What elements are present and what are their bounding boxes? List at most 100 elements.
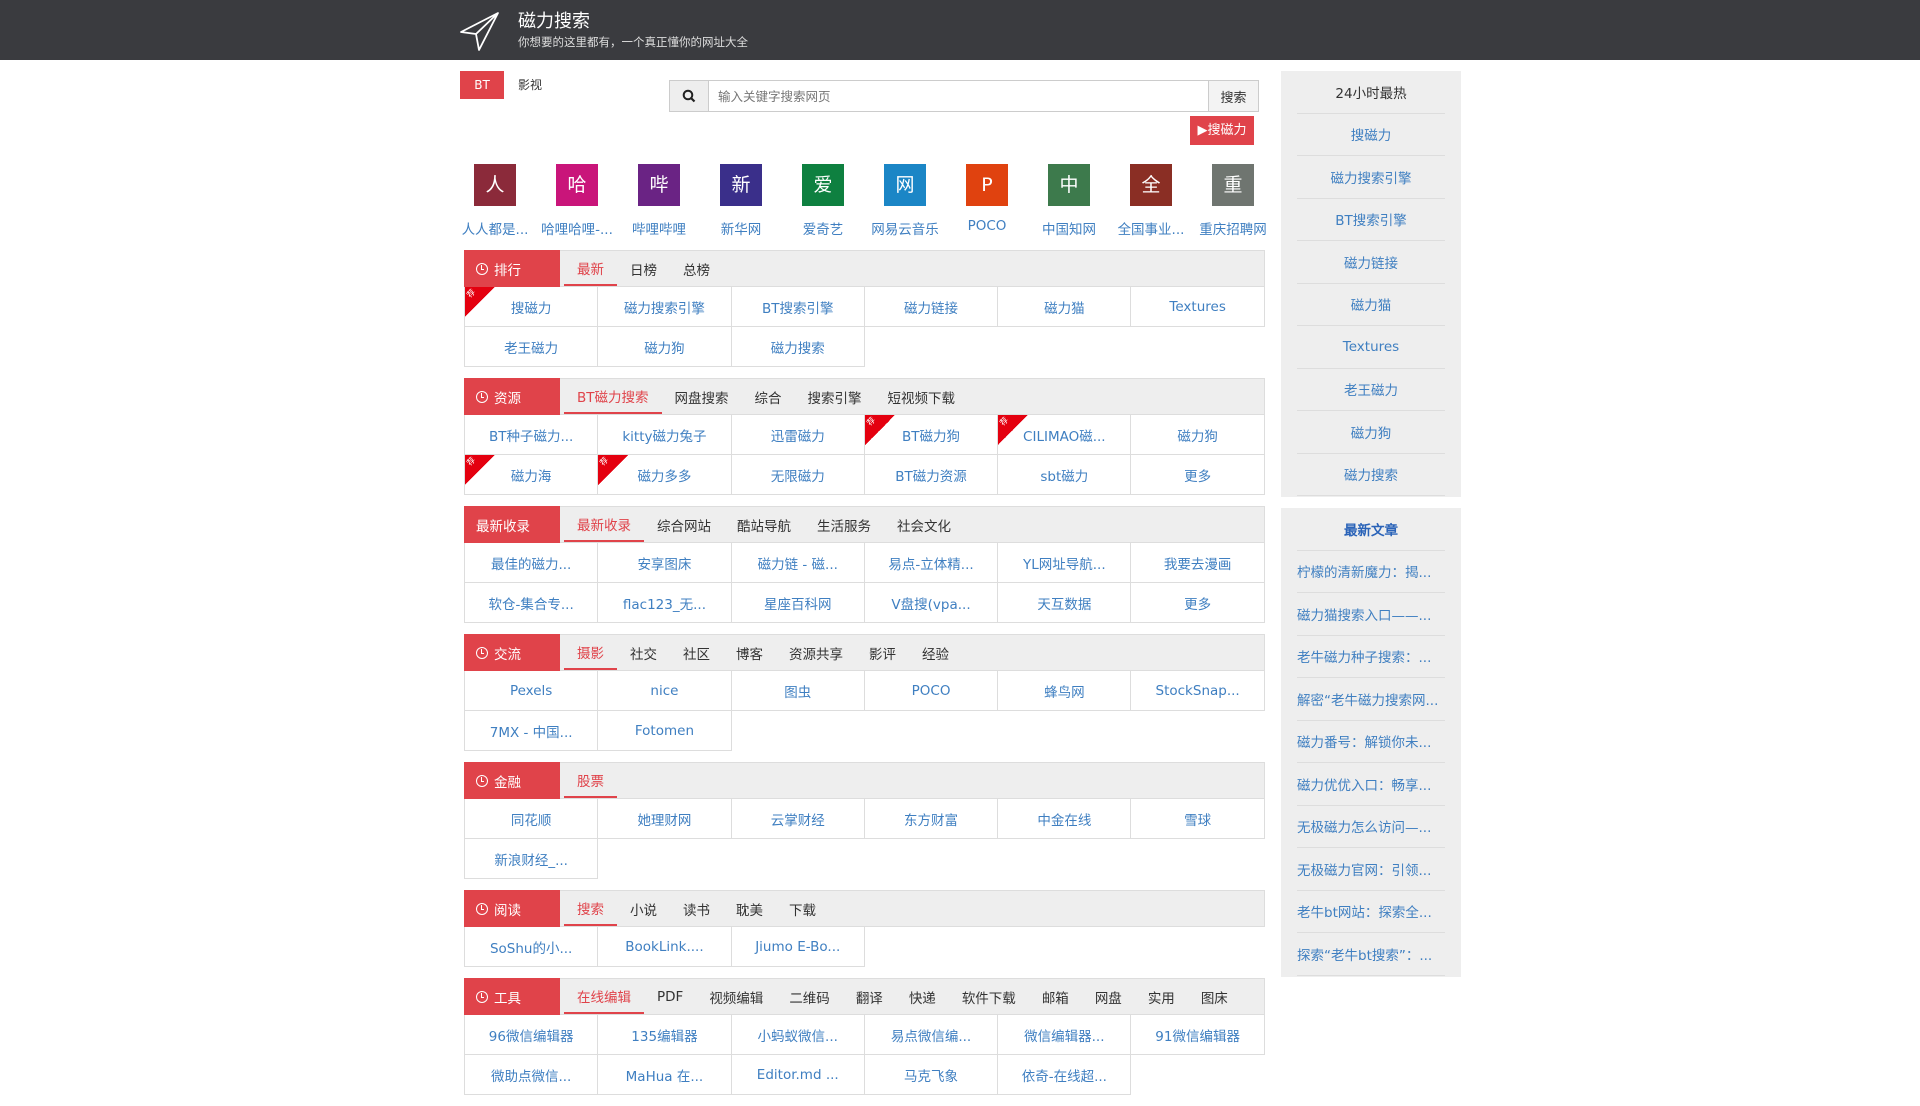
sidebar-link[interactable]: 磁力链接 (1297, 241, 1445, 284)
link-text[interactable]: 微助点微信... (490, 1068, 572, 1085)
quick-link-tile[interactable]: 网网易云音乐 (864, 164, 946, 238)
link-cell[interactable]: nice (598, 671, 732, 711)
link-cell[interactable]: BT磁力资源 (864, 455, 999, 495)
link-text[interactable]: kitty磁力兔子 (622, 428, 707, 445)
link-text[interactable]: 磁力链 - 磁... (757, 556, 838, 573)
quick-link-tile[interactable]: 哔哔哩哔哩 (618, 164, 700, 238)
sidebar-link[interactable]: 无极磁力怎么访问—... (1297, 806, 1445, 848)
link-cell[interactable]: BT搜索引擎 (731, 287, 865, 327)
tile-label[interactable]: 重庆招聘网 (1199, 222, 1267, 238)
section-tab[interactable]: 下载 (789, 902, 816, 919)
link-text[interactable]: BT种子磁力... (488, 428, 574, 445)
link-cell[interactable]: 荐磁力海 (465, 455, 599, 495)
site-title[interactable]: 磁力搜索 (518, 11, 590, 32)
link-cell[interactable]: 中金在线 (998, 799, 1132, 839)
link-cell[interactable]: 易点-立体精... (864, 543, 999, 583)
link-text[interactable]: 云掌财经 (770, 812, 825, 829)
link-text[interactable]: BookLink.... (625, 938, 704, 955)
link-cell[interactable]: 135编辑器 (598, 1015, 732, 1055)
section-tab[interactable]: 小说 (630, 902, 657, 919)
sidebar-link[interactable]: 磁力番号：解锁你未... (1297, 721, 1445, 763)
paper-plane-icon[interactable] (458, 10, 500, 52)
link-cell[interactable]: sbt磁力 (998, 455, 1132, 495)
link-cell[interactable]: 最佳的磁力... (465, 543, 599, 583)
link-text[interactable]: 最佳的磁力... (490, 556, 572, 573)
link-cell[interactable]: 微信编辑器... (998, 1015, 1132, 1055)
link-cell[interactable]: 磁力链接 (864, 287, 999, 327)
link-text[interactable]: 小蚂蚁微信... (757, 1028, 838, 1045)
section-tab[interactable]: 实用 (1147, 990, 1175, 1007)
sidebar-link[interactable]: 探索“老牛bt搜索”：... (1297, 933, 1445, 976)
link-text[interactable]: 磁力搜索 (770, 340, 825, 357)
link-text[interactable]: 她理财网 (637, 812, 692, 829)
section-tab[interactable]: 快递 (908, 990, 936, 1007)
link-cell[interactable]: 更多 (1131, 583, 1265, 623)
link-text[interactable]: BT磁力狗 (902, 428, 961, 445)
link-text[interactable]: BT磁力资源 (895, 468, 967, 485)
link-cell[interactable]: 磁力搜索 (731, 327, 865, 367)
link-cell[interactable]: Editor.md ... (731, 1055, 865, 1095)
section-tab[interactable]: 社区 (683, 646, 710, 663)
section-tab[interactable]: 摄影 (564, 635, 617, 670)
sidebar-link[interactable]: Textures (1297, 326, 1445, 369)
sidebar-link[interactable]: 无极磁力官网：引领... (1297, 848, 1445, 891)
link-text[interactable]: 同花顺 (510, 812, 552, 829)
sidebar-link[interactable]: BT搜索引擎 (1297, 199, 1445, 241)
link-cell[interactable]: 依奇-在线超... (998, 1055, 1132, 1095)
link-cell[interactable]: 微助点微信... (465, 1055, 599, 1095)
link-text[interactable]: 星座百科网 (763, 596, 832, 613)
link-text[interactable]: Editor.md ... (756, 1066, 839, 1083)
link-cell[interactable]: 小蚂蚁微信... (731, 1015, 865, 1055)
section-tab[interactable]: 软件下载 (961, 990, 1016, 1007)
link-cell[interactable]: Pexels (465, 671, 599, 711)
link-cell[interactable]: 无限磁力 (731, 455, 865, 495)
section-tab[interactable]: PDF (657, 988, 684, 1005)
link-cell[interactable]: POCO (864, 671, 999, 711)
link-text[interactable]: BT搜索引擎 (761, 300, 834, 317)
quick-link-tile[interactable]: 爱爱奇艺 (782, 164, 864, 238)
link-cell[interactable]: 雪球 (1131, 799, 1265, 839)
sidebar-link[interactable]: 磁力猫 (1297, 284, 1445, 326)
link-cell[interactable]: 东方财富 (864, 799, 999, 839)
link-text[interactable]: YL网址导航... (1023, 556, 1106, 573)
sidebar-link[interactable]: 磁力狗 (1297, 411, 1445, 454)
section-tab[interactable]: 网盘 (1094, 990, 1122, 1007)
link-text[interactable]: 96微信编辑器 (488, 1028, 574, 1045)
link-text[interactable]: POCO (911, 682, 951, 699)
section-tab[interactable]: BT磁力搜索 (564, 379, 662, 414)
link-cell[interactable]: 荐 BT磁力狗 (864, 415, 999, 455)
link-cell[interactable]: 她理财网 (598, 799, 732, 839)
section-tab[interactable]: 影评 (869, 646, 896, 663)
link-cell[interactable]: 蜂鸟网 (998, 671, 1132, 711)
link-text[interactable]: 迅雷磁力 (770, 428, 825, 445)
link-text[interactable]: nice (650, 682, 679, 699)
sidebar-link[interactable]: 老牛bt网站：探索全... (1297, 891, 1445, 933)
link-text[interactable]: 无限磁力 (770, 468, 825, 485)
link-text[interactable]: 依奇-在线超... (1021, 1068, 1107, 1085)
search-button[interactable]: 搜索 (1208, 81, 1258, 111)
link-text[interactable]: SoShu的小... (489, 940, 573, 957)
link-text[interactable]: 东方财富 (904, 812, 959, 829)
section-tab[interactable]: 经验 (922, 646, 949, 663)
quick-link-tile[interactable]: 新新华网 (700, 164, 782, 238)
link-text[interactable]: 新浪财经_... (494, 852, 568, 869)
link-cell[interactable]: BT种子磁力... (465, 415, 599, 455)
link-text[interactable]: V盘搜(vpa... (891, 596, 971, 613)
link-text[interactable]: 更多 (1184, 596, 1212, 613)
tile-label[interactable]: 中国知网 (1042, 222, 1096, 238)
search-tab-video[interactable]: 影视 (517, 78, 542, 92)
link-text[interactable]: sbt磁力 (1040, 468, 1089, 485)
link-cell[interactable]: 马克飞象 (864, 1055, 999, 1095)
link-cell[interactable]: 96微信编辑器 (465, 1015, 599, 1055)
link-cell[interactable]: YL网址导航... (998, 543, 1132, 583)
section-tab[interactable]: 生活服务 (817, 518, 871, 535)
section-tab[interactable]: 最新 (564, 251, 617, 286)
link-cell[interactable]: SoShu的小... (465, 927, 599, 967)
section-tab[interactable]: 资源共享 (789, 646, 843, 663)
section-tab[interactable]: 最新收录 (564, 507, 644, 542)
link-text[interactable]: 7MX - 中国... (489, 724, 573, 741)
tile-label[interactable]: 哔哩哔哩 (632, 222, 686, 238)
link-text[interactable]: 天互数据 (1037, 596, 1092, 613)
link-text[interactable]: 135编辑器 (631, 1028, 698, 1045)
link-cell[interactable]: 云掌财经 (731, 799, 865, 839)
